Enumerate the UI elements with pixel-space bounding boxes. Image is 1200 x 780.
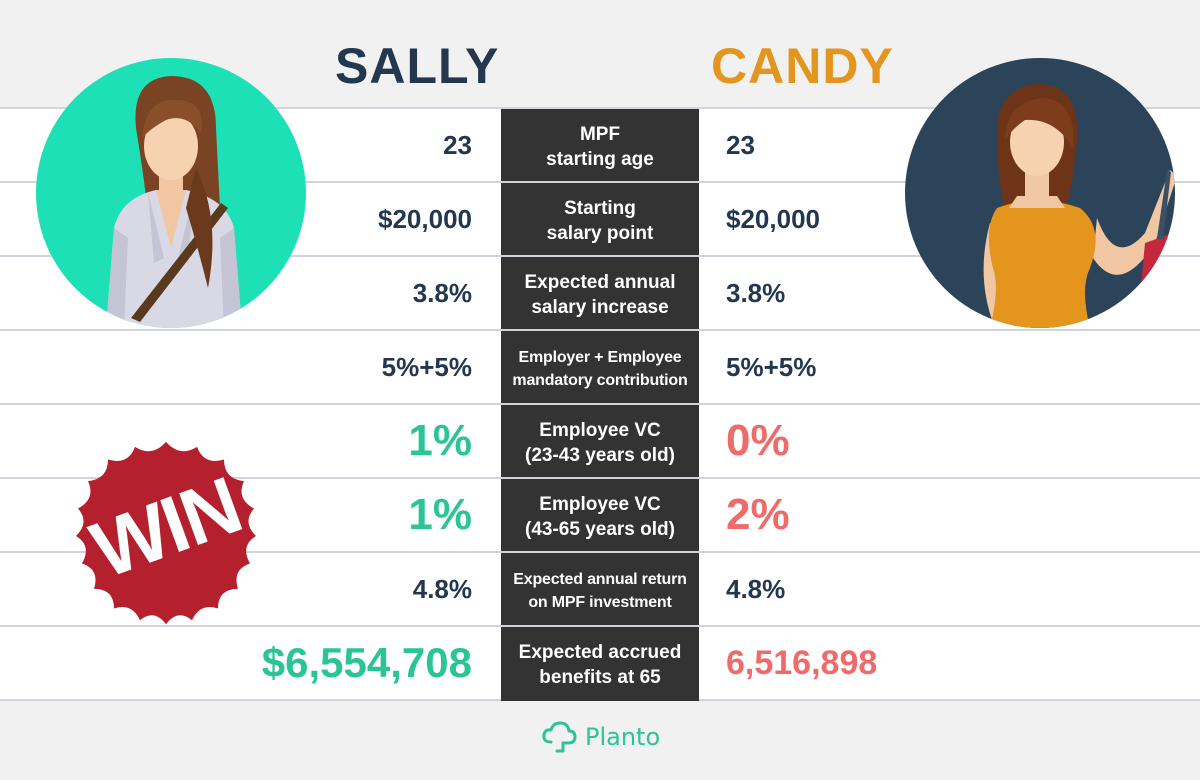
- candy-value: $20,000: [726, 203, 820, 234]
- woman-avatar-icon: [905, 58, 1175, 328]
- candy-value: 6,516,898: [726, 643, 878, 682]
- sally-value: 5%+5%: [381, 351, 472, 382]
- row-label: Expected annual return on MPF investment: [501, 553, 699, 627]
- row-label: Employee VC (43-65 years old): [501, 479, 699, 553]
- sally-heading: SALLY: [335, 38, 500, 94]
- row-label: Starting salary point: [501, 183, 699, 257]
- row-label: MPF starting age: [501, 109, 699, 183]
- row-label: Employer + Employee mandatory contributio…: [501, 331, 699, 405]
- woman-avatar-icon: [36, 58, 306, 328]
- candy-value: 4.8%: [726, 573, 786, 604]
- cloud-tree-icon: [542, 721, 577, 753]
- candy-value: 2%: [726, 490, 790, 539]
- sally-value: 1%: [408, 416, 472, 465]
- candy-value: 3.8%: [726, 277, 786, 308]
- sally-value: 3.8%: [412, 277, 472, 308]
- candy-value: 0%: [726, 416, 790, 465]
- win-badge: WIN: [52, 420, 280, 648]
- candy-heading: CANDY: [711, 38, 894, 94]
- sally-value: 1%: [408, 490, 472, 539]
- sally-value: 23: [443, 129, 472, 160]
- brand-name: Planto: [585, 723, 661, 751]
- planto-logo: Planto: [541, 720, 660, 754]
- sally-value: $6,554,708: [261, 639, 472, 686]
- row-label: Expected annual salary increase: [501, 257, 699, 331]
- row-label: Employee VC (23-43 years old): [501, 405, 699, 479]
- sally-value: $20,000: [378, 203, 472, 234]
- candy-value: 23: [726, 129, 755, 160]
- seal-badge-icon: [76, 441, 256, 625]
- sally-value: 4.8%: [412, 573, 472, 604]
- candy-value: 5%+5%: [726, 351, 817, 382]
- row-mandatory-contribution: 5%+5% Employer + Employee mandatory contr…: [0, 329, 1200, 405]
- row-accrued-benefits: $6,554,708 Expected accrued benefits at 6…: [0, 625, 1200, 701]
- row-label: Expected accrued benefits at 65: [501, 627, 699, 701]
